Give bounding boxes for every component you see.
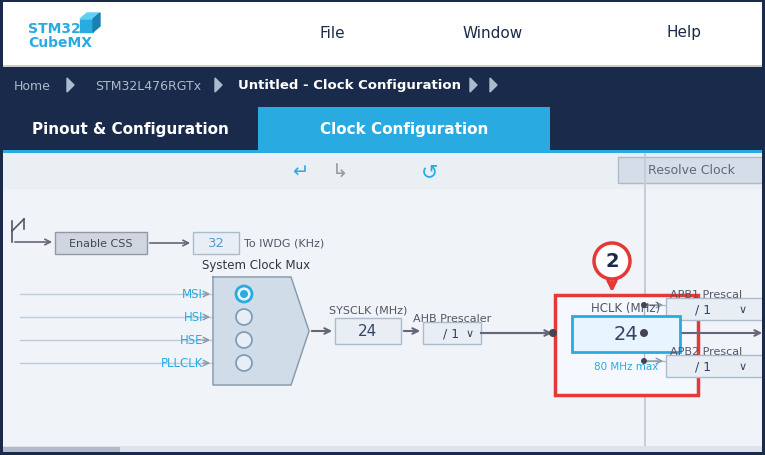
Text: AHB Prescaler: AHB Prescaler [413,313,491,324]
Text: ↺: ↺ [422,162,439,182]
Text: HSE: HSE [180,334,203,347]
Text: Home: Home [14,79,50,92]
Text: 2: 2 [605,252,619,271]
Text: Resolve Clock: Resolve Clock [647,164,734,177]
Text: HSI: HSI [184,311,203,324]
Bar [666,355,764,377]
Text: ↳: ↳ [332,162,348,181]
Circle shape [236,355,252,371]
Text: APB2 Prescal: APB2 Prescal [670,346,742,356]
Bar [0,154,765,455]
Bar [666,298,764,320]
Polygon shape [93,14,100,33]
Circle shape [236,332,252,348]
Bar [55,233,147,254]
Polygon shape [490,79,497,93]
Bar [0,67,765,105]
Polygon shape [80,14,100,20]
Bar [0,151,765,154]
Text: Untitled - Clock Configuration: Untitled - Clock Configuration [239,79,461,92]
Polygon shape [213,278,309,385]
Text: HCLK (MHz): HCLK (MHz) [591,302,661,315]
Text: STM32L476RGTx: STM32L476RGTx [95,79,201,92]
Circle shape [236,286,252,302]
Text: SYSCLK (MHz): SYSCLK (MHz) [329,305,407,315]
Polygon shape [67,79,74,93]
Text: ∨: ∨ [739,361,747,371]
Text: 24: 24 [358,324,378,339]
Bar [335,318,401,344]
Circle shape [594,243,630,279]
Bar [0,0,3,455]
Text: Enable CSS: Enable CSS [70,238,133,248]
Text: / 1: / 1 [443,327,459,340]
Text: Pinout & Configuration: Pinout & Configuration [31,122,229,137]
Circle shape [236,286,252,302]
Circle shape [640,329,648,337]
Text: ∨: ∨ [739,304,747,314]
Text: Help: Help [666,25,702,40]
Polygon shape [470,79,477,93]
Circle shape [641,358,647,364]
Text: 24: 24 [614,325,638,344]
Bar [555,295,698,395]
Text: APB1 Prescal: APB1 Prescal [670,289,742,299]
Text: 32: 32 [207,237,224,250]
Bar [193,233,239,254]
Bar [0,154,765,190]
Bar [552,108,765,151]
Bar [423,322,481,344]
Bar [0,446,765,455]
Bar [0,105,765,153]
Text: ↵: ↵ [291,162,308,181]
Text: ∨: ∨ [466,328,474,338]
Text: Window: Window [463,25,523,40]
Text: PLLCLK: PLLCLK [161,357,203,369]
Bar [0,0,765,3]
Text: MSI: MSI [182,288,203,301]
Text: System Clock Mux: System Clock Mux [202,259,310,272]
Text: CubeMX: CubeMX [28,36,92,50]
Text: STM32: STM32 [28,22,81,36]
Circle shape [641,302,647,308]
Bar [258,108,550,151]
Polygon shape [215,79,222,93]
Text: File: File [319,25,345,40]
Bar [0,447,120,454]
Polygon shape [80,20,93,33]
Bar [618,157,765,184]
Bar [0,0,765,67]
Bar [762,0,765,455]
Circle shape [549,329,557,337]
Text: Clock Configuration: Clock Configuration [320,122,488,137]
Text: / 1: / 1 [695,360,711,373]
Bar [3,108,258,151]
Text: / 1: / 1 [695,303,711,316]
Circle shape [240,290,248,298]
Bar [0,66,765,68]
Circle shape [236,309,252,325]
Bar [572,316,680,352]
Bar [0,452,765,455]
Text: To IWDG (KHz): To IWDG (KHz) [244,238,324,248]
Bar [644,154,646,455]
Text: 80 MHz max: 80 MHz max [594,361,658,371]
